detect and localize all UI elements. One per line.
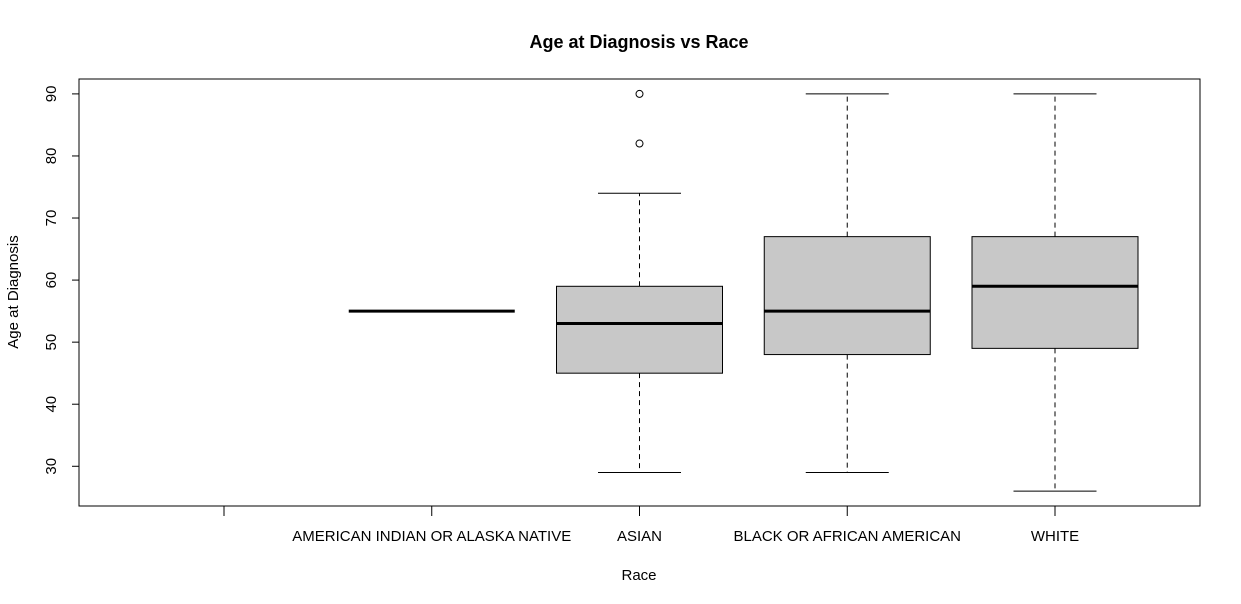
- box-2: [556, 89, 723, 473]
- chart-title: Age at Diagnosis vs Race: [529, 32, 748, 52]
- box-iqr: [971, 236, 1139, 349]
- y-axis: 30 40 50 60 70 80 90: [43, 86, 80, 475]
- outlier-point: [635, 89, 644, 98]
- y-tick-label: 40: [43, 396, 60, 413]
- x-tick-label: BLACK OR AFRICAN AMERICAN: [733, 528, 961, 545]
- outlier-point: [635, 139, 644, 148]
- x-tick-label: WHITE: [1031, 528, 1079, 545]
- y-tick-label: 60: [43, 272, 60, 289]
- x-tick-label: ASIAN: [617, 528, 662, 545]
- y-tick-label: 70: [43, 210, 60, 227]
- boxes-group: [348, 89, 1139, 492]
- box-iqr: [763, 236, 931, 356]
- box-3: [763, 93, 931, 473]
- box-4: [971, 93, 1139, 492]
- x-tick-label: AMERICAN INDIAN OR ALASKA NATIVE: [292, 528, 571, 545]
- x-axis-label: Race: [621, 567, 656, 584]
- y-tick-label: 50: [43, 334, 60, 351]
- y-tick-label: 80: [43, 148, 60, 165]
- y-tick-label: 30: [43, 458, 60, 475]
- y-axis-label: Age at Diagnosis: [5, 235, 22, 348]
- y-tick-label: 90: [43, 86, 60, 103]
- x-axis: AMERICAN INDIAN OR ALASKA NATIVE ASIAN BLA…: [223, 505, 1079, 545]
- box-iqr: [556, 285, 723, 374]
